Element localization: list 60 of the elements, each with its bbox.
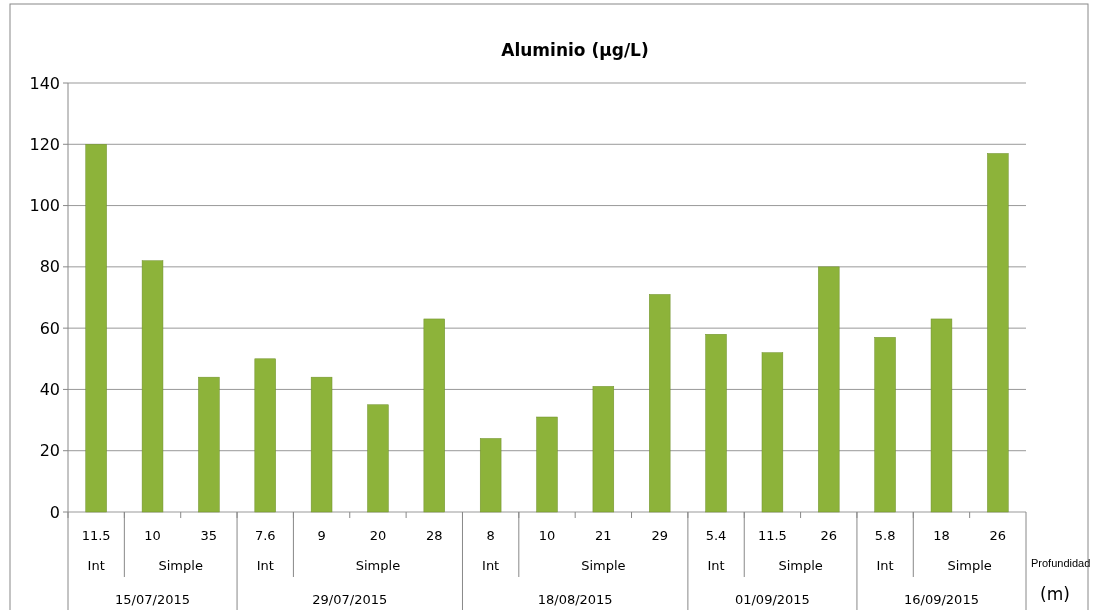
bar: [761, 352, 784, 513]
bar: [536, 416, 558, 513]
y-tick-label: 0: [49, 502, 60, 522]
x-tick-label: 18: [933, 528, 950, 543]
x-tick-label: 9: [317, 528, 326, 543]
text: Int: [876, 558, 894, 573]
bar: [705, 334, 727, 513]
x-tick-label: 35: [200, 528, 218, 543]
text: 18/08/2015: [537, 592, 613, 607]
text: Int: [256, 558, 274, 573]
x-tick-label: 8: [486, 528, 495, 543]
text: Simple: [778, 558, 823, 573]
x-tick-label: 20: [369, 528, 387, 543]
x-tick-label: 10: [144, 528, 161, 543]
text: Simple: [355, 558, 401, 573]
bar: [85, 144, 107, 513]
bar: [592, 386, 615, 513]
bar: [141, 260, 164, 513]
text: 29/07/2015: [312, 592, 388, 607]
x-tick-label: 21: [595, 528, 612, 543]
bar: [423, 318, 445, 513]
y-tick-label: 60: [39, 318, 60, 338]
y-tick-label: 80: [39, 257, 60, 277]
bar: [874, 337, 896, 513]
text: 16/09/2015: [904, 592, 979, 607]
bar: [649, 294, 671, 513]
x-tick-label: 29: [651, 528, 668, 543]
x-tick-label: 26: [989, 528, 1007, 543]
x-tick-label: 26: [820, 528, 838, 543]
text: (m): [1040, 584, 1070, 604]
text: Simple: [581, 558, 626, 573]
bar: [818, 266, 840, 513]
y-tick-label: 120: [29, 134, 60, 154]
bar: [254, 358, 276, 513]
bar: [198, 376, 220, 513]
y-tick-label: 100: [29, 196, 60, 216]
text: Int: [707, 558, 725, 573]
bar: [987, 153, 1009, 513]
bar: [479, 438, 502, 513]
x-tick-label: 10: [538, 528, 556, 543]
x-tick-label: 5.8: [874, 528, 896, 543]
y-tick-label: 40: [39, 380, 60, 400]
x-tick-label: 5.4: [705, 528, 727, 543]
bar: [310, 376, 333, 513]
text: Int: [482, 558, 500, 573]
bar: [930, 318, 953, 513]
x-tick-label: 7.6: [254, 528, 276, 543]
text: Simple: [158, 558, 203, 573]
x-tick-label: 11.5: [81, 528, 111, 543]
text: Simple: [947, 558, 992, 573]
x-tick-label: 28: [426, 528, 443, 543]
text: Profundidad: [1031, 557, 1091, 569]
text: Int: [87, 558, 105, 573]
text: 15/07/2015: [115, 592, 190, 607]
x-tick-label: 11.5: [757, 528, 787, 543]
bar: [367, 404, 389, 513]
text: 01/09/2015: [734, 592, 810, 607]
chart-title: Aluminio (µg/L): [501, 40, 649, 60]
y-tick-label: 140: [29, 73, 60, 93]
y-tick-label: 20: [39, 441, 60, 461]
